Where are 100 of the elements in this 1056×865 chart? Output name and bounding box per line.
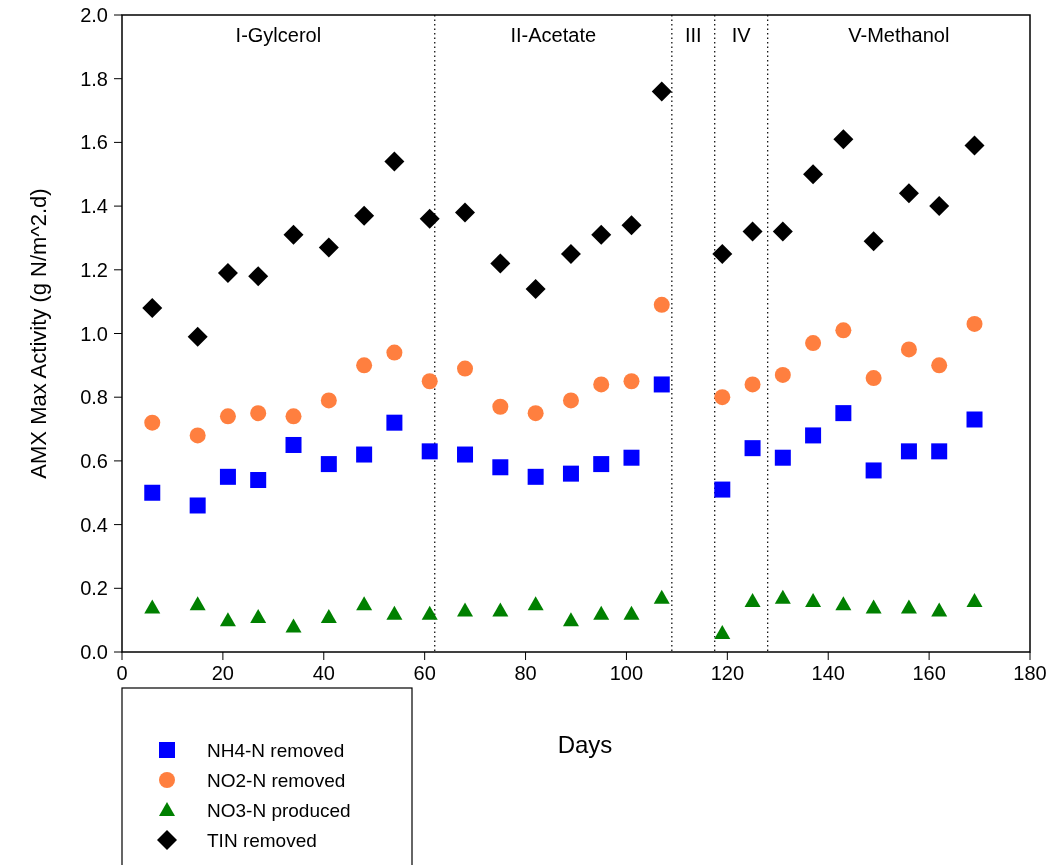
point (593, 605, 610, 620)
annotation: II-Acetate (510, 24, 597, 46)
point (219, 468, 236, 485)
point (283, 224, 304, 245)
point (285, 618, 302, 633)
y-tick-label: 0.6 (80, 449, 108, 472)
point (250, 472, 267, 489)
legend-label: NH4-N removed (207, 739, 345, 761)
point (623, 449, 640, 466)
x-tick-label: 80 (514, 662, 537, 684)
point (931, 357, 948, 374)
point (527, 468, 544, 485)
point (931, 602, 948, 617)
point (356, 596, 373, 611)
point (621, 215, 642, 236)
point (865, 462, 882, 479)
y-tick-label: 0.0 (80, 641, 108, 663)
point (714, 481, 731, 498)
point (805, 335, 822, 352)
point (455, 202, 476, 223)
point (562, 392, 579, 409)
x-tick-label: 0 (116, 662, 128, 684)
point (653, 589, 670, 604)
point (744, 376, 761, 393)
y-axis-title: AMX Max Activity (g N/m^2.d) (26, 188, 51, 479)
point (803, 164, 824, 185)
point (525, 278, 546, 299)
point (285, 436, 302, 453)
x-tick-label: 20 (211, 662, 235, 684)
x-tick-label: 60 (413, 662, 436, 684)
x-tick-label: 180 (1013, 662, 1047, 684)
point (865, 370, 882, 387)
point (320, 608, 337, 623)
legend-label: NO3-N produced (207, 799, 351, 821)
point (742, 221, 763, 242)
point (966, 411, 983, 428)
y-tick-label: 0.8 (80, 386, 108, 409)
x-tick-label: 140 (811, 662, 845, 684)
point (560, 243, 581, 264)
point (966, 593, 983, 608)
point (774, 589, 791, 604)
x-tick-label: 40 (312, 662, 335, 684)
point (248, 266, 269, 287)
y-tick-label: 0.2 (80, 577, 108, 600)
point (712, 243, 733, 264)
point (386, 414, 403, 431)
point (144, 599, 161, 614)
point (386, 344, 403, 361)
point (384, 151, 405, 172)
point (421, 605, 438, 620)
point (144, 414, 161, 431)
legend-label: TIN removed (207, 829, 317, 851)
point (189, 497, 206, 514)
point (189, 427, 206, 444)
annotation: III (684, 24, 702, 46)
point (356, 357, 373, 374)
y-tick-label: 1.0 (80, 322, 108, 345)
point (250, 608, 267, 623)
y-tick-label: 1.6 (80, 131, 108, 154)
y-tick-label: 0.4 (80, 513, 108, 536)
point (142, 298, 163, 319)
point (285, 408, 302, 425)
point (744, 440, 761, 457)
point (318, 237, 339, 258)
point (250, 405, 267, 422)
point (929, 196, 950, 217)
legend-label: NO2-N removed (207, 769, 346, 791)
point (651, 81, 672, 102)
point (457, 446, 474, 463)
point (320, 392, 337, 409)
point (320, 456, 337, 473)
point (457, 360, 474, 377)
annotation: V-Methanol (848, 24, 950, 46)
y-tick-label: 1.2 (80, 258, 108, 281)
point (863, 231, 884, 252)
point (653, 296, 670, 313)
point (593, 456, 610, 473)
point (900, 443, 917, 460)
point (419, 208, 440, 229)
point (492, 602, 509, 617)
annotation: IV (731, 24, 752, 46)
point (490, 253, 511, 274)
point (354, 205, 375, 226)
point (835, 596, 852, 611)
point (966, 315, 983, 332)
point (492, 459, 509, 476)
point (805, 427, 822, 444)
point (219, 408, 236, 425)
point (714, 624, 731, 639)
point (189, 596, 206, 611)
x-tick-label: 160 (912, 662, 946, 684)
point (492, 398, 509, 415)
point (593, 376, 610, 393)
point (187, 326, 208, 347)
point (714, 389, 731, 406)
y-tick-label: 2.0 (80, 4, 108, 26)
point (562, 612, 579, 627)
point (356, 446, 373, 463)
x-tick-label: 120 (710, 662, 745, 684)
point (931, 443, 948, 460)
